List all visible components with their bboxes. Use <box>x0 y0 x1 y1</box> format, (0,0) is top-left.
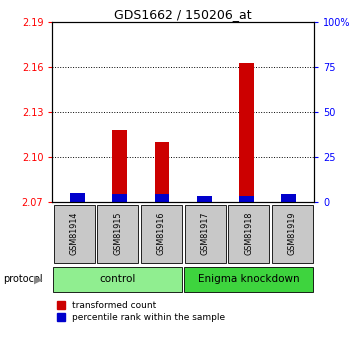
Text: GSM81917: GSM81917 <box>200 212 209 256</box>
Bar <box>239 196 254 202</box>
Bar <box>113 194 127 202</box>
Bar <box>155 194 169 202</box>
Bar <box>141 205 182 263</box>
Bar <box>197 196 212 202</box>
Bar <box>272 205 313 263</box>
Bar <box>70 200 85 202</box>
Bar <box>184 267 313 292</box>
Text: control: control <box>100 275 136 284</box>
Text: GSM81915: GSM81915 <box>113 212 122 256</box>
Text: ▶: ▶ <box>34 275 42 284</box>
Text: GSM81919: GSM81919 <box>288 212 297 256</box>
Text: Enigma knockdown: Enigma knockdown <box>198 275 300 284</box>
Bar <box>281 194 296 202</box>
Legend: transformed count, percentile rank within the sample: transformed count, percentile rank withi… <box>57 301 225 322</box>
Bar <box>53 267 182 292</box>
Bar <box>281 199 296 202</box>
Bar <box>155 142 169 202</box>
Bar <box>97 205 138 263</box>
Bar <box>197 200 212 202</box>
Text: GSM81918: GSM81918 <box>244 212 253 255</box>
Text: GSM81914: GSM81914 <box>70 212 79 255</box>
Text: protocol: protocol <box>4 275 43 284</box>
Bar <box>113 130 127 202</box>
Bar <box>70 193 85 202</box>
Bar <box>184 205 226 263</box>
Text: GSM81916: GSM81916 <box>157 212 166 255</box>
Bar <box>54 205 95 263</box>
Bar <box>228 205 269 263</box>
Title: GDS1662 / 150206_at: GDS1662 / 150206_at <box>114 8 252 21</box>
Bar <box>239 63 254 202</box>
